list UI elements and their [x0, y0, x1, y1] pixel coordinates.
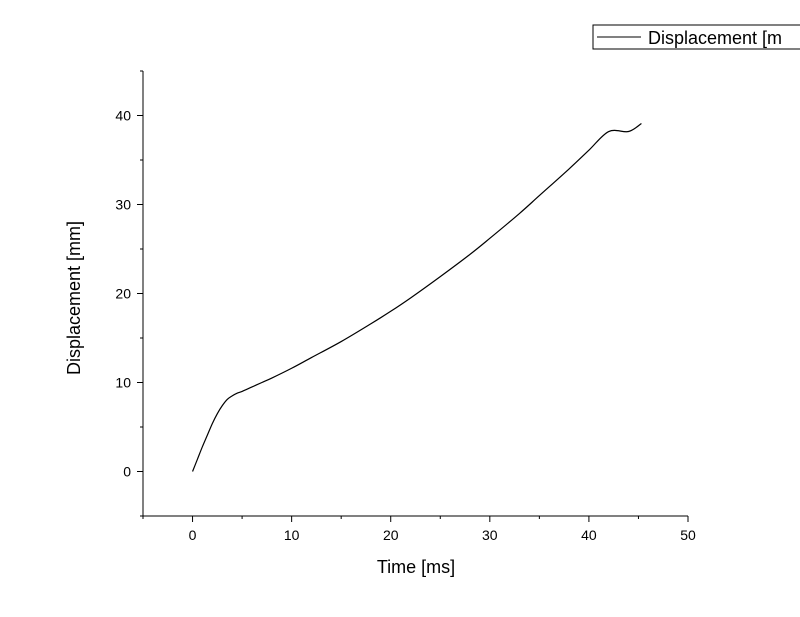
x-tick-label: 0 — [189, 527, 197, 543]
legend-label: Displacement [m — [648, 28, 782, 48]
ticks — [137, 70, 689, 522]
y-tick-label: 40 — [115, 108, 131, 124]
y-tick-label: 10 — [115, 375, 131, 391]
x-tick-label: 30 — [482, 527, 498, 543]
x-tick-label: 20 — [383, 527, 399, 543]
x-tick-label: 40 — [581, 527, 597, 543]
series-group — [191, 122, 642, 472]
y-tick-label: 20 — [115, 286, 131, 302]
legend: Displacement [m — [592, 24, 800, 50]
axes — [142, 71, 688, 517]
tick-labels: 0 10 20 30 40 50 0 10 20 30 40 — [115, 108, 696, 544]
x-tick-label: 10 — [284, 527, 300, 543]
series-line-displacement — [191, 122, 642, 472]
y-tick-label: 30 — [115, 197, 131, 213]
y-tick-label: 0 — [123, 464, 131, 480]
x-axis-title: Time [ms] — [377, 557, 455, 577]
y-axis-title: Displacement [mm] — [64, 221, 84, 375]
x-tick-label: 50 — [680, 527, 696, 543]
